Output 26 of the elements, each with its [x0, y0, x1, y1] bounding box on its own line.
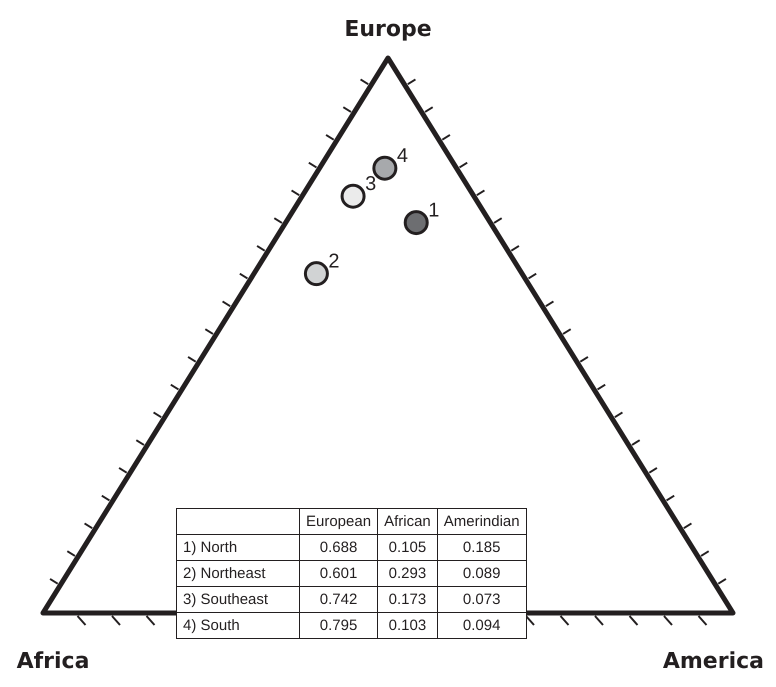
data-label: 0.103	[378, 612, 438, 638]
legend-label: Amerindian	[437, 508, 526, 534]
data-label: 0.293	[378, 560, 438, 586]
text: America	[662, 649, 764, 674]
data-label: 0.688	[300, 534, 378, 560]
data-label: 0.173	[378, 586, 438, 612]
category-label: 3) Southeast	[176, 586, 300, 612]
data-label: 0.185	[437, 534, 526, 560]
data-label: 0.601	[300, 560, 378, 586]
data-label: 0.105	[378, 534, 438, 560]
text: 4	[396, 145, 408, 168]
data-label: 0.094	[437, 612, 526, 638]
series-label: European	[300, 508, 378, 534]
text: African	[378, 508, 438, 534]
data-label: 0.073	[437, 586, 526, 612]
text: 2	[328, 250, 340, 273]
category-label: 4) South	[176, 612, 300, 638]
data-label: 0.742	[300, 586, 378, 612]
category-label: 1) North	[176, 534, 300, 560]
text: 1	[428, 200, 440, 222]
text: Africa	[16, 649, 90, 674]
category-label: 2) Northeast	[176, 560, 300, 586]
text: Europe	[344, 17, 432, 42]
data-label: 0.089	[437, 560, 526, 586]
text: 3	[365, 173, 376, 196]
data-label: 0.795	[300, 612, 378, 638]
